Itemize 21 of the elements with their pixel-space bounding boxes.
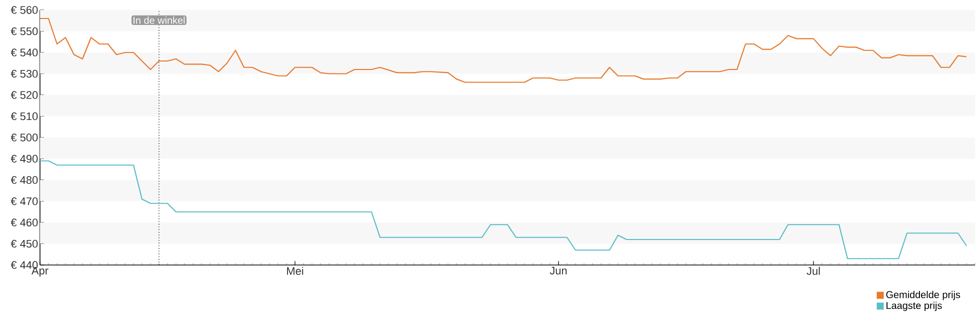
y-tick-label: € 440 <box>10 261 38 269</box>
y-tick-label: € 470 <box>10 197 38 206</box>
y-tick-label: € 560 <box>10 6 38 14</box>
y-tick-label: € 450 <box>10 240 38 248</box>
y-tick-label: € 540 <box>10 48 38 56</box>
y-tick-label: € 520 <box>10 91 38 99</box>
x-tick-label: Apr <box>31 266 48 277</box>
y-tick-label: € 550 <box>10 27 38 36</box>
line-series <box>39 160 968 260</box>
y-tick-label: € 460 <box>10 218 38 226</box>
legend-label: Gemiddelde prijs <box>886 290 960 300</box>
y-tick-label: € 480 <box>10 176 38 184</box>
y-tick-label: € 530 <box>10 70 38 78</box>
y-tick-label: € 500 <box>10 134 38 142</box>
y-tick-label: € 510 <box>10 112 38 120</box>
x-tick-label: Jun <box>550 266 567 274</box>
legend-label: Laagste prijs <box>886 302 942 311</box>
x-tick-label: Mei <box>287 266 304 275</box>
y-tick-label: € 490 <box>10 154 38 163</box>
ref-line-label: In de winkel <box>134 16 185 24</box>
x-tick-label: Jul <box>806 266 820 275</box>
